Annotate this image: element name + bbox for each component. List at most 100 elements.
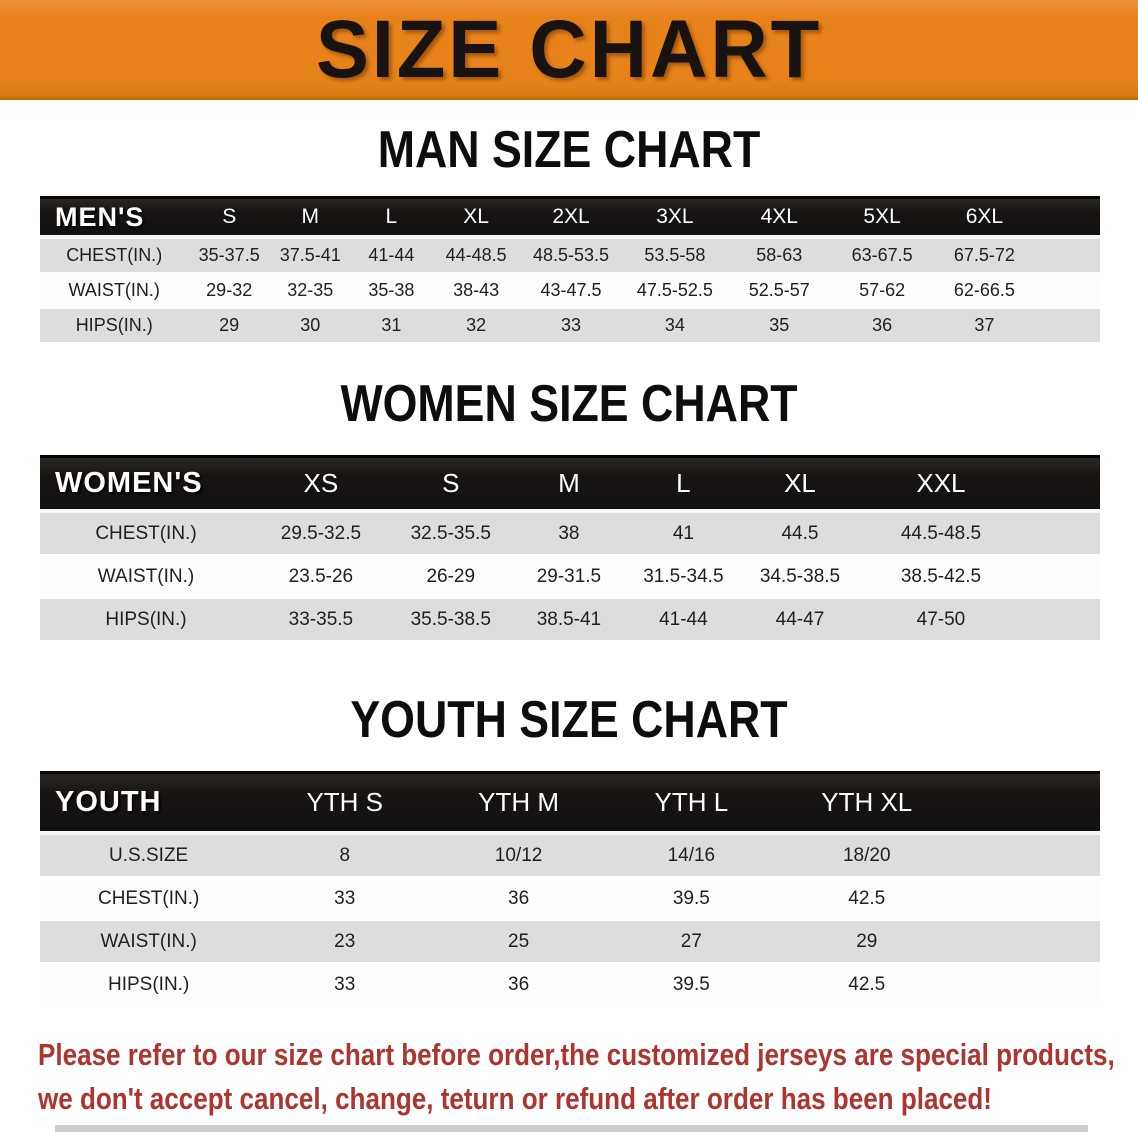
- size-column-header: YTH M: [432, 771, 605, 835]
- size-value-cell: 47.5-52.5: [621, 274, 728, 309]
- size-value-cell: 36: [830, 309, 934, 344]
- size-column-header: 3XL: [621, 196, 728, 239]
- size-value-cell: 36: [432, 964, 605, 1007]
- size-value-cell: 18/20: [777, 835, 956, 878]
- size-value-cell: 41-44: [350, 239, 433, 274]
- size-value-cell: 35-38: [350, 274, 433, 309]
- banner-title: SIZE CHART: [315, 4, 823, 95]
- spacer-cell: [1022, 599, 1100, 642]
- size-value-cell: 43-47.5: [520, 274, 622, 309]
- size-value-cell: 52.5-57: [727, 274, 831, 309]
- size-column-header: L: [626, 455, 741, 513]
- women-section-title: WOMEN SIZE CHART: [340, 375, 798, 433]
- size-value-cell: 8: [257, 835, 433, 878]
- size-value-cell: 29-31.5: [511, 556, 627, 599]
- women-header-label: WOMEN'S: [40, 455, 252, 513]
- size-value-cell: 34.5-38.5: [740, 556, 860, 599]
- size-value-cell: 37.5-41: [270, 239, 351, 274]
- size-column-header: 5XL: [830, 196, 934, 239]
- row-label: U.S.SIZE: [40, 835, 258, 878]
- spacer-cell: [1035, 196, 1100, 239]
- size-value-cell: 44-47: [740, 599, 860, 642]
- size-column-header: YTH XL: [777, 771, 956, 835]
- table-row: HIPS(IN.) 33 36 39.5 42.5: [40, 964, 1100, 1007]
- spacer-cell: [955, 771, 1100, 835]
- size-value-cell: 38-43: [432, 274, 521, 309]
- size-value-cell: 62-66.5: [933, 274, 1036, 309]
- row-label: HIPS(IN.): [40, 309, 189, 344]
- size-value-cell: 34: [621, 309, 728, 344]
- size-column-header: 4XL: [727, 196, 831, 239]
- size-column-header: M: [270, 196, 351, 239]
- spacer-cell: [1035, 274, 1100, 309]
- size-value-cell: 63-67.5: [830, 239, 934, 274]
- size-value-cell: 33: [257, 878, 433, 921]
- table-row: CHEST(IN.) 33 36 39.5 42.5: [40, 878, 1100, 921]
- men-header-row: MEN'S S M L XL 2XL 3XL 4XL 5XL 6XL: [40, 196, 1100, 239]
- size-value-cell: 32-35: [270, 274, 351, 309]
- row-label: CHEST(IN.): [40, 878, 258, 921]
- spacer-cell: [955, 921, 1100, 964]
- row-label: CHEST(IN.): [40, 239, 189, 274]
- men-header-label: MEN'S: [40, 196, 189, 239]
- spacer-cell: [1035, 309, 1100, 344]
- spacer-cell: [955, 878, 1100, 921]
- size-column-header: YTH S: [257, 771, 433, 835]
- size-value-cell: 44.5: [740, 513, 860, 556]
- size-value-cell: 30: [270, 309, 351, 344]
- size-value-cell: 41-44: [626, 599, 741, 642]
- men-section-title: MAN SIZE CHART: [377, 121, 761, 179]
- row-label: HIPS(IN.): [40, 964, 258, 1007]
- table-row: CHEST(IN.) 29.5-32.5 32.5-35.5 38 41 44.…: [40, 513, 1100, 556]
- size-value-cell: 32.5-35.5: [389, 513, 512, 556]
- size-value-cell: 44.5-48.5: [859, 513, 1023, 556]
- size-value-cell: 39.5: [604, 964, 778, 1007]
- size-value-cell: 29: [188, 309, 270, 344]
- table-row: WAIST(IN.) 29-32 32-35 35-38 38-43 43-47…: [40, 274, 1100, 309]
- size-value-cell: 25: [432, 921, 605, 964]
- size-value-cell: 10/12: [432, 835, 605, 878]
- size-value-cell: 53.5-58: [621, 239, 728, 274]
- size-value-cell: 39.5: [604, 878, 778, 921]
- size-value-cell: 27: [604, 921, 778, 964]
- row-label: CHEST(IN.): [40, 513, 252, 556]
- size-column-header: 6XL: [933, 196, 1036, 239]
- size-column-header: XL: [740, 455, 860, 513]
- size-value-cell: 38: [511, 513, 627, 556]
- size-value-cell: 26-29: [389, 556, 512, 599]
- size-column-header: M: [511, 455, 627, 513]
- row-label: WAIST(IN.): [40, 274, 189, 309]
- women-header-row: WOMEN'S XS S M L XL XXL: [40, 455, 1100, 513]
- size-column-header: S: [188, 196, 270, 239]
- size-value-cell: 31.5-34.5: [626, 556, 741, 599]
- size-value-cell: 44-48.5: [432, 239, 521, 274]
- size-value-cell: 33: [257, 964, 433, 1007]
- size-value-cell: 23.5-26: [252, 556, 390, 599]
- row-label: HIPS(IN.): [40, 599, 252, 642]
- size-value-cell: 38.5-41: [511, 599, 627, 642]
- spacer-cell: [1035, 239, 1100, 274]
- spacer-cell: [1022, 455, 1100, 513]
- youth-size-table: YOUTH YTH S YTH M YTH L YTH XL U.S.SIZE …: [40, 771, 1100, 1007]
- youth-header-label: YOUTH: [40, 771, 258, 835]
- order-warning-line2: we don't accept cancel, change, teturn o…: [38, 1081, 992, 1116]
- size-value-cell: 35: [727, 309, 831, 344]
- spacer-cell: [1022, 513, 1100, 556]
- size-value-cell: 35-37.5: [188, 239, 270, 274]
- size-column-header: XS: [252, 455, 390, 513]
- size-column-header: S: [389, 455, 512, 513]
- row-label: WAIST(IN.): [40, 921, 258, 964]
- size-value-cell: 48.5-53.5: [520, 239, 622, 274]
- size-column-header: L: [350, 196, 433, 239]
- order-warning-line1: Please refer to our size chart before or…: [38, 1037, 1115, 1072]
- size-column-header: 2XL: [520, 196, 622, 239]
- table-row: HIPS(IN.) 33-35.5 35.5-38.5 38.5-41 41-4…: [40, 599, 1100, 642]
- size-value-cell: 29: [777, 921, 956, 964]
- banner: SIZE CHART: [0, 0, 1138, 100]
- size-value-cell: 23: [257, 921, 433, 964]
- size-column-header: YTH L: [604, 771, 778, 835]
- youth-section-title: YOUTH SIZE CHART: [350, 691, 788, 749]
- row-label: WAIST(IN.): [40, 556, 252, 599]
- size-value-cell: 14/16: [604, 835, 778, 878]
- spacer-cell: [955, 964, 1100, 1007]
